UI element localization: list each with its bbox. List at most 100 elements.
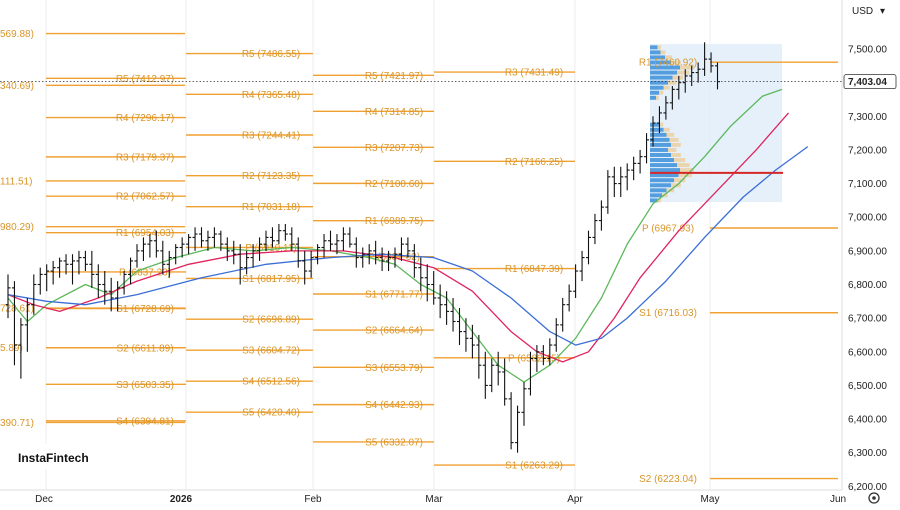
time-axis[interactable]: Dec 2026 Feb Mar Apr May Jun (35, 492, 880, 505)
pivot-label: S3 (6604.72) (242, 346, 300, 357)
ohlc-bar (211, 227, 217, 248)
currency-dropdown-icon: ▾ (880, 6, 885, 17)
profile-bar-sell (668, 147, 677, 152)
ohlc-bar (521, 382, 527, 426)
profile-bar (650, 50, 661, 55)
pivot-label: S1 (6817.95) (242, 274, 300, 285)
profile-bar-sell (680, 65, 694, 70)
ohlc-bar (218, 230, 224, 251)
price-axis[interactable]: USD▾7,500.007,400.007,300.007,200.007,10… (841, 0, 900, 510)
profile-bar (650, 132, 667, 137)
ohlc-bar (708, 52, 714, 73)
pivot-label: R1 (7460.92) (639, 58, 697, 69)
pivot-label: S5 (6420.40) (242, 408, 300, 419)
ohlc-bar (18, 318, 24, 379)
ohlc-bar (160, 240, 166, 275)
time-tick: Mar (425, 494, 443, 505)
profile-bar-sell (660, 50, 666, 55)
ohlc-bar (676, 75, 682, 100)
time-tick: 2026 (170, 494, 193, 505)
price-tick: 7,100.00 (848, 179, 887, 190)
ohlc-bar (89, 250, 95, 288)
pivot-label: R3 (7244.41) (242, 131, 300, 142)
pivot-label: 390.71) (0, 418, 34, 429)
price-tick: 7,200.00 (848, 145, 887, 156)
ohlc-bar (398, 237, 404, 261)
ohlc-bar (140, 237, 146, 261)
ohlc-bar (289, 227, 295, 251)
pivot-label: R4 (7296.17) (116, 113, 174, 124)
overlay-layer: InstaFintech (0, 81, 842, 470)
ohlc-bar (437, 284, 443, 319)
price-tick: 6,400.00 (848, 415, 887, 426)
time-tick: Jun (830, 494, 846, 505)
pivot-label: S1 (6728.69) (116, 304, 174, 315)
ohlc-bar (476, 334, 482, 379)
ohlc-bar (463, 318, 469, 352)
pivot-label: S3 (6503.35) (116, 380, 174, 391)
ohlc-bar (37, 267, 43, 295)
profile-bar-sell (678, 173, 692, 178)
pivot-label: R2 (7166.25) (505, 157, 563, 168)
ohlc-bar (495, 351, 501, 386)
ohlc-bar (328, 230, 333, 251)
ohlc-bar (644, 133, 650, 164)
ohlc-bar (702, 42, 708, 76)
ohlc-bar (553, 318, 559, 352)
ohlc-bar (527, 351, 533, 396)
ohlc-bar (411, 244, 417, 278)
ohlc-bar (663, 96, 669, 120)
ohlc-bar (547, 338, 553, 366)
profile-bar (650, 152, 671, 157)
profile-bar-sell (656, 95, 659, 100)
pivot-label: P (6837.23) (119, 267, 171, 278)
profile-bar (650, 142, 671, 147)
pivot-label: R3 (7431.49) (505, 68, 563, 79)
price-tick: 6,700.00 (848, 314, 887, 325)
time-tick: Feb (304, 494, 322, 505)
ohlc-bar (353, 237, 359, 268)
ohlc-bar (302, 250, 308, 285)
pivot-label: R3 (7207.73) (365, 143, 423, 154)
ohlc-bar (282, 223, 288, 241)
ohlc-bar (637, 149, 643, 174)
ohlc-bar (605, 170, 611, 214)
ohlc-bar (24, 297, 30, 352)
profile-bar-sell (663, 85, 670, 90)
ohlc-bar (315, 244, 321, 265)
pivot-label: R5 (7486.55) (242, 49, 300, 60)
ohlc-bar (128, 257, 134, 285)
ohlc-bar (586, 230, 591, 265)
profile-bar (650, 60, 671, 65)
pivot-label: R1 (7031.18) (242, 202, 300, 213)
ohlc-bar (5, 274, 11, 319)
pivot-label: P (6967.93) (642, 224, 694, 235)
settings-icon-dot (872, 496, 876, 500)
pivot-label: R2 (7062.57) (116, 192, 174, 203)
profile-bar (650, 90, 659, 95)
ohlc-bar (44, 264, 50, 292)
profile-bar (650, 80, 668, 85)
ohlc-bar (515, 405, 521, 453)
pivot-label: 569.88) (0, 29, 34, 40)
ohlc-bar (631, 156, 637, 181)
ohlc-bar (334, 234, 340, 255)
ohlc-bar (153, 230, 159, 258)
pivot-label: S4 (6394.81) (116, 416, 174, 427)
profile-bar-sell (657, 198, 661, 203)
ohlc-bar (444, 291, 450, 325)
time-tick: Dec (35, 494, 53, 505)
ohlc-bar (257, 237, 263, 261)
ohlc-bar (457, 308, 462, 346)
pivot-label: S3 (6553.79) (365, 363, 423, 374)
price-tick: 6,800.00 (848, 280, 887, 291)
ohlc-bar (95, 264, 101, 298)
settings-icon[interactable] (868, 492, 880, 504)
ohlc-bar (186, 234, 192, 255)
pivot-label: S1 (6771.77) (365, 289, 423, 300)
ohlc-bar (689, 65, 695, 87)
ohlc-bar (360, 247, 366, 268)
price-tick: 7,000.00 (848, 213, 887, 224)
ohlc-bar (669, 86, 675, 110)
pivot-label: S1 (6716.03) (639, 308, 697, 319)
